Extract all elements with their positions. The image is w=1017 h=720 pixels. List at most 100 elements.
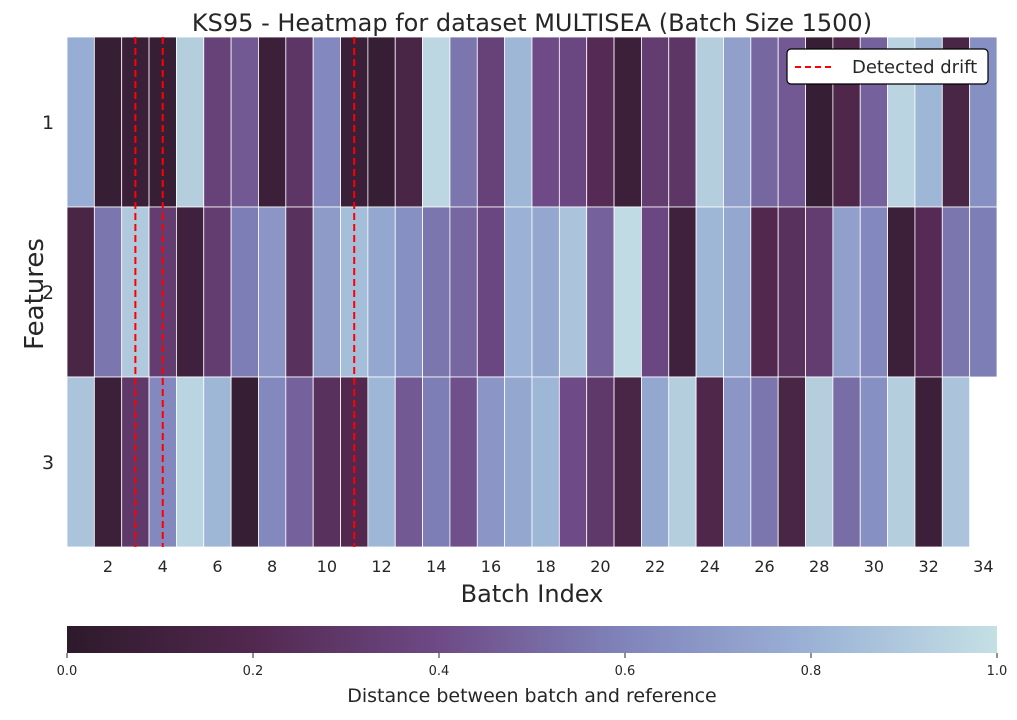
heatmap-cell — [93, 376, 123, 548]
drift-lines — [134, 37, 356, 547]
colorbar-tick-label: 0.2 — [243, 664, 264, 679]
heatmap-cell — [586, 36, 615, 208]
heatmap-cell — [312, 376, 341, 548]
heatmap-cell — [93, 36, 123, 208]
heatmap-cell — [203, 376, 232, 548]
legend-drift-label: Detected drift — [852, 57, 977, 78]
heatmap-cell — [422, 36, 451, 208]
heatmap-cells — [66, 36, 998, 548]
y-tick-labels: 1 2 3 — [42, 112, 54, 474]
heatmap-cell — [750, 376, 779, 548]
heatmap-cell — [668, 206, 697, 378]
heatmap-cell — [230, 36, 259, 208]
heatmap-cell — [668, 36, 697, 208]
heatmap-cell — [531, 36, 560, 208]
y-tick-label: 3 — [42, 452, 54, 474]
colorbar-tick-label: 0.6 — [615, 664, 636, 679]
heatmap-cell — [805, 376, 834, 548]
x-tick-label: 16 — [481, 557, 501, 576]
heatmap-cell — [66, 376, 95, 548]
y-axis-label: Features — [20, 238, 50, 350]
heatmap-cell — [285, 36, 314, 208]
colorbar-tick-label: 0.8 — [801, 664, 822, 679]
heatmap-cell — [586, 376, 615, 548]
x-tick-label: 18 — [535, 557, 555, 576]
heatmap-cell — [723, 206, 752, 378]
heatmap-cell — [969, 206, 998, 378]
heatmap-cell — [641, 36, 670, 208]
colorbar-tick-label: 0.4 — [429, 664, 450, 679]
x-tick-label: 10 — [317, 557, 337, 576]
x-tick-label: 6 — [212, 557, 222, 576]
heatmap-cell — [641, 206, 670, 378]
x-tick-label: 12 — [371, 557, 391, 576]
heatmap-cell — [394, 376, 423, 548]
heatmap-cell — [312, 206, 341, 378]
heatmap-cell — [558, 376, 588, 548]
y-tick-label: 2 — [42, 282, 54, 304]
colorbar-ticks: 0.0 0.2 0.4 0.6 0.8 1.0 — [57, 653, 1008, 679]
heatmap-cell — [859, 376, 888, 548]
heatmap-cell — [285, 376, 314, 548]
heatmap-cell — [422, 376, 451, 548]
colorbar-tick-label: 1.0 — [987, 664, 1008, 679]
colorbar-tick-label: 0.0 — [57, 664, 78, 679]
heatmap-cell — [695, 376, 724, 548]
heatmap-cell — [66, 206, 95, 378]
heatmap-cell — [832, 376, 861, 548]
heatmap-cell — [531, 206, 560, 378]
heatmap-cell — [914, 376, 943, 548]
heatmap-cell — [176, 206, 205, 378]
heatmap-cell — [668, 376, 697, 548]
heatmap-cell — [695, 206, 724, 378]
heatmap-cell — [750, 36, 779, 208]
chart-title: KS95 - Heatmap for dataset MULTISEA (Bat… — [192, 9, 872, 37]
x-tick-label: 2 — [103, 557, 113, 576]
y-tick-label: 1 — [42, 112, 54, 134]
heatmap-cell — [449, 206, 478, 378]
heatmap-cell — [777, 376, 806, 548]
x-tick-label: 20 — [590, 557, 610, 576]
x-tick-label: 24 — [700, 557, 720, 576]
heatmap-cell — [367, 36, 396, 208]
heatmap-cell — [586, 206, 615, 378]
x-tick-label: 32 — [918, 557, 938, 576]
x-tick-label: 14 — [426, 557, 446, 576]
heatmap-cell — [805, 206, 834, 378]
heatmap-cell — [504, 36, 533, 208]
legend-box — [786, 48, 989, 85]
heatmap-cell — [449, 376, 478, 548]
heatmap-cell — [723, 376, 752, 548]
heatmap-cell — [449, 36, 478, 208]
heatmap-cell — [750, 206, 779, 378]
x-axis-label: Batch Index — [461, 580, 604, 608]
heatmap-cell — [941, 376, 971, 548]
heatmap-cell — [367, 376, 396, 548]
heatmap-cell — [887, 206, 916, 378]
x-tick-label: 30 — [864, 557, 884, 576]
heatmap-cell — [476, 376, 506, 548]
heatmap-cell — [93, 206, 123, 378]
heatmap-cell — [258, 206, 287, 378]
heatmap-cell — [777, 206, 806, 378]
heatmap-cell — [859, 206, 888, 378]
heatmap-cell — [258, 36, 287, 208]
heatmap-cell — [504, 376, 533, 548]
heatmap-cell — [504, 206, 533, 378]
heatmap-cell — [832, 206, 861, 378]
heatmap-cell — [422, 206, 451, 378]
heatmap-cell — [312, 36, 341, 208]
x-tick-label: 22 — [645, 557, 665, 576]
heatmap-cell — [723, 36, 752, 208]
colorbar — [67, 626, 997, 653]
x-tick-label: 28 — [809, 557, 829, 576]
x-tick-label: 34 — [973, 557, 993, 576]
heatmap-cell — [176, 376, 205, 548]
heatmap-cell — [66, 36, 95, 208]
heatmap-cell — [203, 206, 232, 378]
x-tick-label: 4 — [158, 557, 168, 576]
heatmap-cell — [641, 376, 670, 548]
heatmap-cell — [613, 206, 642, 378]
heatmap-cell — [230, 376, 259, 548]
